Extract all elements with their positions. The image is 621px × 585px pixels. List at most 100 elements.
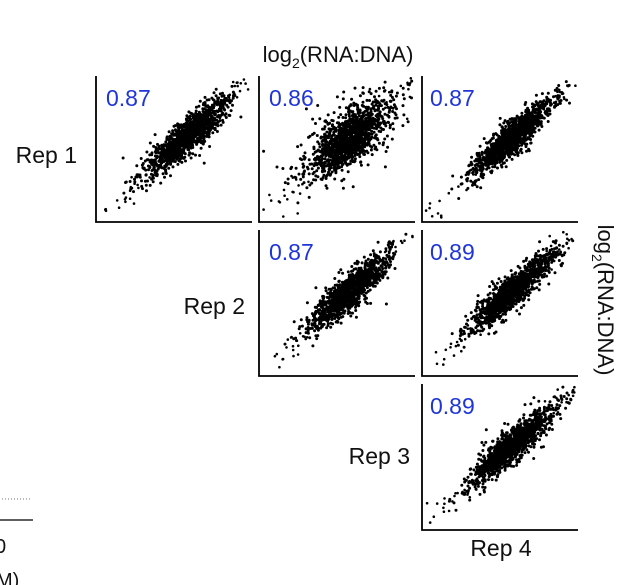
scatter-point — [366, 151, 370, 155]
scatter-point — [188, 142, 192, 146]
scatter-point-tail — [246, 88, 250, 91]
scatter-point — [382, 86, 386, 90]
scatter-point — [204, 108, 208, 112]
scatter-point — [516, 154, 520, 157]
scatter-point — [199, 114, 203, 118]
scatter-point — [490, 143, 494, 147]
scatter-point — [213, 126, 217, 130]
scatter-point — [286, 177, 290, 181]
scatter-point — [370, 145, 374, 149]
scatter-point-tail — [218, 103, 222, 107]
scatter-point — [124, 180, 128, 184]
scatter-point-tail — [377, 94, 381, 98]
scatter-point — [303, 156, 307, 160]
scatter-point — [346, 170, 350, 174]
scatter-point-tail — [262, 208, 265, 211]
scatter-point — [153, 133, 157, 137]
scatter-point — [206, 123, 210, 127]
scatter-point — [353, 261, 357, 265]
scatter-point — [503, 152, 507, 156]
scatter-point-tail — [389, 106, 393, 109]
scatter-point — [175, 130, 179, 134]
scatter-point-tail — [574, 84, 577, 87]
scatter-point — [140, 179, 143, 183]
scatter-point — [473, 159, 477, 163]
scatter-point — [331, 133, 335, 137]
scatter-point — [141, 162, 145, 165]
scatter-point-tail — [409, 77, 413, 80]
scatter-point — [202, 137, 206, 141]
scatter-point — [321, 138, 325, 142]
scatter-point — [529, 114, 532, 118]
scatter-point — [334, 320, 338, 324]
scatter-point — [341, 186, 345, 190]
scatter-point — [327, 167, 331, 171]
scatter-point — [194, 153, 197, 157]
scatter-point — [171, 129, 175, 133]
scatter-point — [521, 128, 525, 132]
scatter-point — [384, 302, 388, 306]
scatter-point — [478, 144, 482, 148]
scatter-point — [340, 168, 344, 172]
scatter-point — [224, 116, 228, 119]
scatter-point — [161, 172, 165, 176]
scatter-point — [537, 128, 541, 132]
scatter-point — [171, 131, 175, 135]
scatter-point — [390, 137, 394, 141]
scatter-point-tail — [440, 216, 443, 219]
scatter-point — [501, 149, 505, 153]
scatter-point — [339, 161, 343, 165]
panel-rep2-rep3: 0.87 — [258, 230, 415, 377]
scatter-point — [313, 305, 317, 309]
scatter-point — [369, 253, 373, 257]
scatter-point — [204, 130, 208, 134]
scatter-point — [152, 163, 156, 167]
scatter-point — [307, 195, 311, 199]
scatter-point — [314, 310, 317, 314]
scatter-point — [473, 164, 477, 167]
scatter-point — [361, 121, 365, 125]
scatter-point — [540, 125, 544, 128]
scatter-point — [375, 127, 378, 131]
scatter-point — [164, 159, 168, 163]
scatter-point-tail — [547, 100, 550, 103]
scatter-point-tail — [278, 201, 282, 204]
scatter-point — [324, 177, 328, 180]
scatter-point — [485, 167, 489, 171]
scatter-point — [159, 181, 163, 185]
scatter-point — [211, 121, 215, 125]
scatter-point — [207, 98, 211, 102]
scatter-point — [359, 137, 363, 141]
scatter-point — [202, 119, 206, 122]
scatter-point — [215, 130, 219, 133]
scatter-point — [178, 157, 182, 161]
scatter-point — [215, 118, 219, 122]
scatter-point — [504, 165, 508, 169]
scatter-point-tail — [307, 180, 310, 184]
scatter-point — [504, 136, 508, 140]
row-label-rep-3: Rep 3 — [349, 443, 410, 469]
scatter-point — [526, 106, 530, 110]
scatter-point — [372, 119, 375, 123]
scatter-point — [349, 103, 353, 107]
scatter-point — [387, 114, 391, 118]
scatter-point — [478, 168, 482, 172]
scatter-point — [530, 111, 534, 115]
scatter-point — [353, 134, 357, 138]
scatter-point — [357, 122, 361, 126]
scatter-point — [362, 137, 366, 141]
panel-rep1-rep4: 0.87 — [421, 76, 578, 223]
scatter-point — [167, 139, 171, 143]
scatter-point — [394, 94, 398, 98]
scatter-point — [205, 132, 209, 136]
scatter-point-tail — [541, 104, 544, 107]
scatter-point — [371, 116, 375, 120]
scatter-point — [341, 148, 345, 152]
scatter-point — [393, 116, 397, 120]
scatter-point — [154, 170, 157, 174]
scatter-point — [345, 119, 349, 123]
scatter-point — [487, 148, 491, 151]
scatter-point — [497, 149, 500, 153]
scatter-point — [160, 147, 164, 151]
scatter-point — [158, 159, 162, 163]
